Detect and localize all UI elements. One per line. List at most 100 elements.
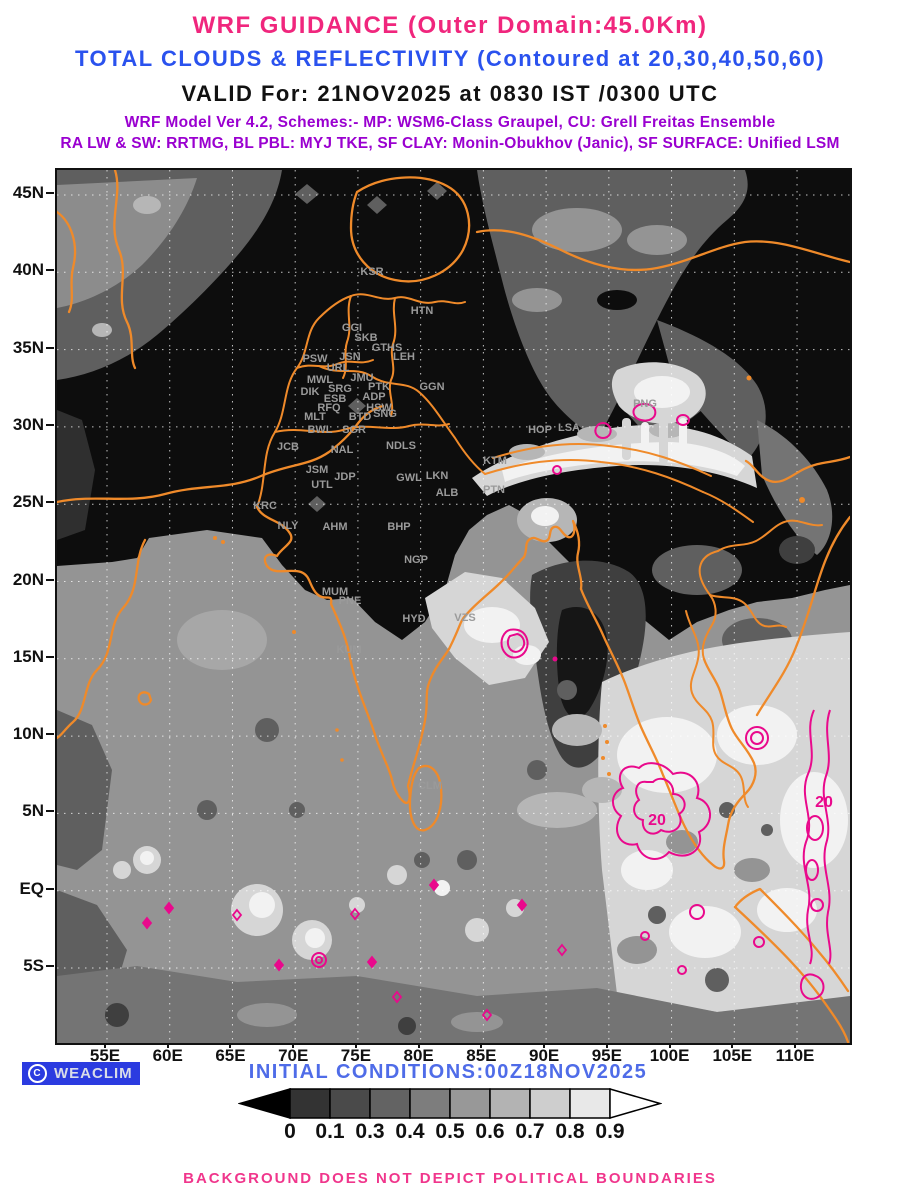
contour-loop [677,965,687,975]
station-label: HOP [528,424,552,436]
dark-spot [527,760,547,780]
lon-tick-label: 90E [528,1046,560,1065]
contour-ring [311,952,327,968]
station-label: VZS [454,612,475,624]
island-loop [137,691,153,706]
light-patch [237,1003,297,1027]
indochina-border [709,594,787,628]
colorbar-left-arrow [238,1088,291,1119]
white-blob [387,865,407,885]
station-label: KSR [360,266,383,278]
lat-tick [46,655,54,658]
caspian-lines [113,170,137,370]
lon-tick-label: 60E [152,1046,183,1065]
colorbar [238,1088,662,1119]
white-blob [465,918,489,942]
gray-hole [617,936,657,964]
station-label: KUM [336,644,361,656]
dark-spot [761,824,773,836]
indochina-cloud [652,545,742,595]
lon-tick-label: 75E [340,1046,372,1065]
colorbar-value-label: 0 [284,1120,296,1143]
bright-core [669,906,741,958]
myanmar-malay-coast [579,587,757,870]
cloud-diamond [295,184,319,204]
station-label: LSA [558,422,580,434]
colorbar-value-label: 0.3 [355,1120,385,1143]
station-label: URL [327,362,350,374]
indochina-cloud [779,536,815,564]
lat-tick-label: 5N [22,801,44,821]
dark-spot [398,1017,416,1035]
reflectivity-contours [311,402,832,1000]
colorbar-value-label: 0.4 [395,1120,425,1143]
station-label: JMU [350,372,373,384]
dark-spot [197,800,217,820]
station-label: HYD [402,613,425,625]
station-label: SRG [328,383,352,395]
colorbar-segment [489,1088,531,1119]
lat-tick-label: EQ [19,878,44,898]
contour-loop [506,632,526,653]
station-label: PNG [633,398,657,410]
border-web [388,297,397,417]
model-scheme-line-1: WRF Model Ver 4.2, Schemes:- MP: WSM6-Cl… [124,114,776,131]
contour-loop [745,726,769,750]
contour-loop [753,936,765,948]
weather-map: KSR HTN GGI SKB GTHS LEH PSW JSN URL MWL JMU DIK SRG… [55,168,852,1045]
contour-line [802,709,815,965]
station-label: SKB [354,332,377,344]
colorbar-right-arrow [609,1088,662,1119]
initial-conditions-line: INITIAL CONDITIONS:00Z18NOV2025 [248,1061,648,1083]
colorbar-segment [369,1088,411,1119]
lat-tick-label: 40N [12,260,44,280]
station-label: KRC [253,500,277,512]
border-east [702,491,754,523]
small-islands [213,375,805,776]
lon-tick-label: 55E [89,1046,121,1065]
dark-spot [105,1003,129,1027]
bright-core [621,850,673,890]
vietnam-coast [755,515,850,717]
lon-tick-label: 105E [712,1046,753,1065]
station-label: NGP [404,554,428,566]
colorbar-value-label: 0.7 [515,1120,545,1143]
contour-loop [500,628,529,659]
station-label: CLM [418,780,442,792]
valid-time-line: VALID For: 21NOV2025 at 0830 IST /0300 U… [181,81,719,106]
cloud-hole [597,290,637,310]
border-web [256,295,352,508]
cloud-streak [679,418,687,456]
contour-loop [676,414,690,426]
station-label: PTK [368,381,390,393]
lat-tick [46,423,54,426]
copyright-icon: C [28,1064,47,1083]
left-edge-dark [57,410,95,540]
cloud-spot [627,225,687,255]
lon-tick-label: 70E [278,1046,309,1065]
cloud-streak [659,420,668,464]
cloud-spot [92,323,112,337]
station-label: JSN [339,351,360,363]
station-label: DIK [301,386,320,398]
station-label: HTN [411,305,434,317]
contour-value-label: 20 [648,812,666,829]
colorbar-segment [569,1088,611,1119]
tibet-cloud-ext [657,320,766,460]
lon-tick-label: 100E [649,1046,690,1065]
bright-core [780,772,848,868]
colorbar-value-label: 0.6 [475,1120,505,1143]
cloud-spot [512,288,562,312]
china-south-coast [744,455,850,484]
lat-tick [46,578,54,581]
station-label: BTD [349,411,372,423]
station-label: NLY [278,520,300,532]
station-label: MUM [322,586,348,598]
cloud-spot [133,196,161,214]
contour-loop [594,422,612,440]
light-patch [517,792,597,828]
white-blob [349,897,365,913]
north-border-east [475,229,850,272]
cloud-spot [532,208,622,252]
